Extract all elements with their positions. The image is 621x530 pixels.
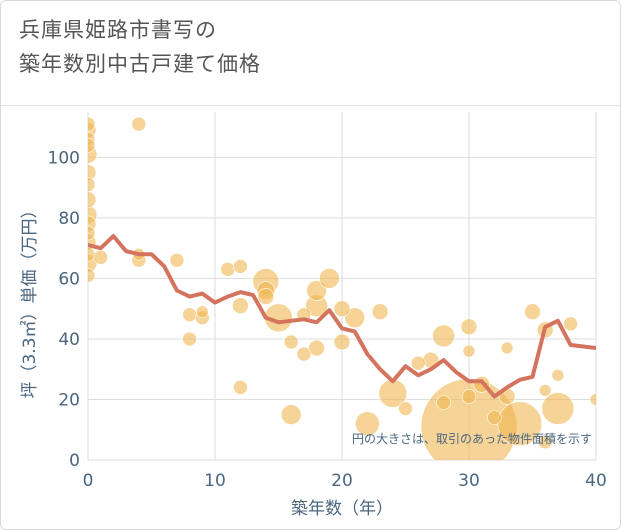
data-bubble: [460, 318, 478, 336]
x-axis: 0 10 20 30 40: [83, 471, 607, 491]
data-bubble: [296, 346, 312, 362]
data-bubble: [88, 116, 96, 132]
x-axis-label: 築年数（年）: [291, 499, 393, 519]
data-bubble: [398, 401, 413, 416]
data-bubble: [563, 316, 578, 332]
data-bubble: [333, 300, 351, 317]
data-bubble: [541, 392, 575, 425]
data-bubble: [93, 249, 108, 265]
data-bubble: [333, 333, 351, 351]
y-tick-label: 60: [58, 269, 80, 289]
data-bubble: [436, 395, 451, 410]
x-tick-label: 20: [331, 471, 353, 491]
data-bubble: [306, 280, 327, 301]
data-bubble: [280, 404, 302, 425]
y-tick-label: 100: [48, 148, 80, 168]
data-bubble: [500, 341, 514, 355]
data-bubble: [524, 303, 541, 321]
data-bubble: [233, 380, 248, 395]
trend-line-layer: [88, 234, 596, 399]
data-bubble: [131, 116, 147, 132]
y-axis: 0 20 40 60 80 100: [48, 148, 80, 471]
data-bubble: [461, 389, 477, 404]
y-tick-label: 80: [58, 209, 80, 229]
data-bubble: [169, 252, 185, 268]
data-bubble: [538, 384, 552, 397]
x-tick-label: 40: [585, 471, 607, 491]
data-bubble: [308, 339, 325, 357]
data-bubble: [88, 225, 96, 241]
data-bubble: [432, 324, 455, 348]
x-tick-label: 0: [83, 471, 94, 491]
data-bubble: [257, 288, 275, 305]
data-bubble: [232, 297, 249, 314]
data-bubble: [551, 368, 565, 382]
data-bubble: [371, 303, 389, 321]
title-divider: [1, 105, 620, 106]
data-bubble: [410, 355, 426, 371]
x-tick-label: 10: [204, 471, 226, 491]
data-bubble: [283, 334, 299, 350]
data-bubble: [318, 268, 340, 289]
size-annotation: 円の大きさは、取引のあった物件面積を示す: [352, 431, 592, 446]
data-bubble: [589, 393, 596, 406]
y-axis-label: 坪（3.3㎡）単価（万円）: [20, 201, 40, 398]
y-tick-label: 0: [69, 451, 80, 471]
data-bubble: [196, 305, 209, 319]
data-bubble: [355, 411, 380, 436]
average-price-line: [88, 234, 596, 399]
chart-title-line-1: 兵庫県姫路市書写の: [19, 18, 217, 42]
y-tick-label: 20: [58, 390, 80, 410]
data-bubble: [88, 268, 96, 283]
data-bubble: [487, 410, 502, 425]
data-bubble: [88, 177, 96, 192]
data-bubble: [537, 434, 553, 450]
data-bubble: [182, 331, 197, 347]
data-bubble: [88, 137, 96, 153]
data-bubble: [462, 344, 476, 358]
chart-title: 兵庫県姫路市書写の 築年数別中古戸建て価格: [19, 13, 261, 81]
data-bubble: [344, 307, 366, 329]
data-bubble: [233, 259, 248, 274]
data-bubble: [220, 262, 235, 277]
bubble-layer: [88, 116, 596, 460]
data-bubble: [88, 246, 96, 262]
x-tick-label: 30: [458, 471, 480, 491]
data-bubble: [182, 307, 197, 323]
y-tick-label: 40: [58, 330, 80, 350]
chart-title-line-2: 築年数別中古戸建て価格: [19, 52, 261, 76]
data-bubble: [88, 191, 97, 209]
data-bubble: [88, 164, 97, 181]
